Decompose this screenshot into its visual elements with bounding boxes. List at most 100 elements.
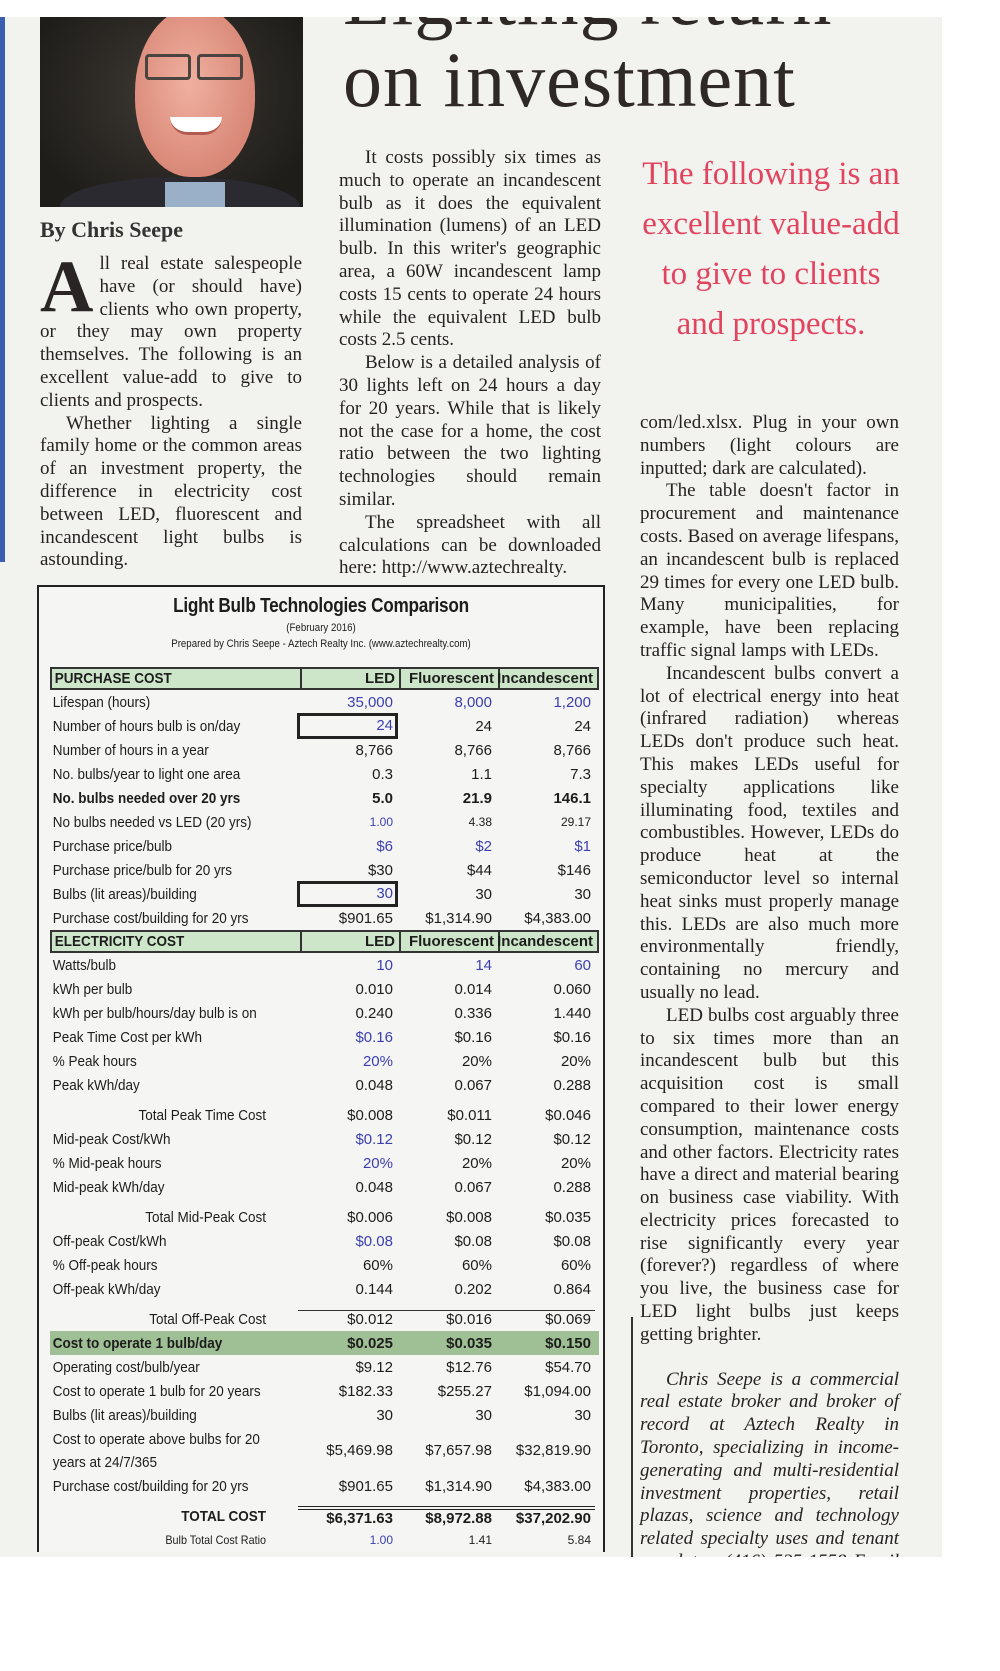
table-row: Total Off-Peak Cost $0.012 $0.016 $0.069 — [50, 1307, 599, 1331]
fluorescent-cell: 8,766 — [454, 741, 492, 759]
incandescent-cell: 60 — [574, 956, 591, 974]
led-cell: 1.00 — [369, 1533, 393, 1547]
row-label: % Peak hours — [52, 1052, 137, 1070]
fluorescent-cell: $0.035 — [446, 1334, 492, 1352]
table-row: No. bulbs needed over 20 yrs 5.0 21.9 146.1 — [50, 786, 599, 810]
fluorescent-cell: 60% — [461, 1256, 492, 1274]
table-row: Off-peak Cost/kWh $0.08 $0.08 $0.08 — [50, 1229, 599, 1253]
row-label: Purchase cost/building for 20 yrs — [52, 909, 249, 927]
row-label: Mid-peak kWh/day — [52, 1178, 165, 1196]
row-label: Mid-peak Cost/kWh — [52, 1130, 171, 1148]
fluorescent-cell: Fluorescent — [399, 932, 498, 951]
fluorescent-cell: $12.76 — [446, 1358, 492, 1376]
incandescent-cell: $4,383.00 — [524, 1477, 591, 1495]
fluorescent-cell: 0.014 — [454, 980, 492, 998]
table-title: Light Bulb Technologies Comparison — [173, 595, 469, 617]
fluorescent-cell: 21.9 — [462, 789, 492, 807]
led-cell: $182.33 — [338, 1382, 393, 1400]
incandescent-cell: $1,094.00 — [524, 1382, 591, 1400]
incandescent-cell: $0.046 — [545, 1106, 591, 1124]
table-row: kWh per bulb/hours/day bulb is on 0.240 0.… — [50, 1001, 599, 1025]
row-label: Operating cost/bulb/year — [52, 1358, 200, 1376]
led-cell: 1.00 — [369, 815, 393, 829]
incandescent-cell: Incandescent — [497, 932, 597, 951]
incandescent-cell: $54.70 — [545, 1358, 591, 1376]
fluorescent-cell: $2 — [475, 837, 492, 855]
led-cell: LED — [300, 669, 399, 688]
led-cell: $0.025 — [347, 1334, 393, 1352]
headline-line-1: Lighting return — [343, 17, 832, 37]
section-header-row: ELECTRICITY COST LED Fluorescent Incandesce… — [50, 930, 599, 953]
row-label: ELECTRICITY COST — [54, 933, 185, 950]
table-row: kWh per bulb 0.010 0.014 0.060 — [50, 977, 599, 1001]
page-edge — [0, 17, 5, 562]
led-cell: $0.012 — [298, 1310, 397, 1328]
led-cell: 0.010 — [355, 980, 393, 998]
led-cell: LED — [300, 932, 399, 951]
incandescent-cell: 1,200 — [553, 693, 591, 711]
row-label: Peak kWh/day — [52, 1076, 140, 1094]
table-row: Total Mid-Peak Cost $0.006 $0.008 $0.035 — [50, 1205, 599, 1229]
fluorescent-cell: $1,314.90 — [425, 1477, 492, 1495]
row-label: kWh per bulb/hours/day bulb is on — [52, 1004, 257, 1022]
led-cell: $0.12 — [355, 1130, 393, 1148]
fluorescent-cell: 0.202 — [454, 1280, 492, 1298]
row-label: Total Off-Peak Cost — [149, 1310, 266, 1328]
byline: By Chris Seepe — [40, 217, 183, 242]
paragraph: com/led.xlsx. Plug in your own numbers (… — [640, 412, 899, 479]
incandescent-cell: $146 — [557, 861, 591, 879]
fluorescent-cell: 8,000 — [454, 693, 492, 711]
fluorescent-cell: $1,314.90 — [425, 909, 492, 927]
incandescent-cell: $0.150 — [545, 1334, 591, 1352]
led-cell: 24 — [297, 713, 398, 739]
table-row: Operating cost/bulb/year $9.12 $12.76 $54.7… — [50, 1355, 599, 1379]
fluorescent-cell: $0.011 — [447, 1106, 492, 1124]
incandescent-cell: 0.864 — [553, 1280, 591, 1298]
table-row: Bulb Total Cost Ratio 1.00 1.41 5.84 — [50, 1528, 599, 1552]
incandescent-cell: $32,819.90 — [515, 1442, 591, 1459]
table-row: Purchase cost/building for 20 yrs $901.65… — [50, 1474, 599, 1498]
table-row: Off-peak kWh/day 0.144 0.202 0.864 — [50, 1277, 599, 1301]
right-column: com/led.xlsx. Plug in your own numbers (… — [640, 412, 899, 1557]
fluorescent-cell: $0.008 — [446, 1208, 492, 1226]
fluorescent-cell: $255.27 — [437, 1382, 492, 1400]
incandescent-cell: 0.288 — [553, 1076, 591, 1094]
fluorescent-cell: $0.16 — [454, 1028, 492, 1046]
table-row: Bulbs (lit areas)/building 30 30 30 — [50, 881, 599, 907]
row-label: Bulbs (lit areas)/building — [52, 885, 197, 903]
table-row: Mid-peak Cost/kWh $0.12 $0.12 $0.12 — [50, 1127, 599, 1151]
incandescent-cell: $0.035 — [545, 1208, 591, 1226]
incandescent-cell: 146.1 — [553, 789, 591, 807]
table-row: Purchase price/bulb for 20 yrs $30 $44 $146 — [50, 858, 599, 882]
led-cell: 8,766 — [355, 741, 393, 759]
row-label: kWh per bulb — [52, 980, 133, 998]
row-label: No. bulbs needed over 20 yrs — [52, 789, 241, 807]
led-cell: 0.240 — [355, 1004, 393, 1022]
table-row: Peak Time Cost per kWh $0.16 $0.16 $0.16 — [50, 1025, 599, 1049]
incandescent-cell: 20% — [560, 1052, 591, 1070]
incandescent-cell: 0.060 — [553, 980, 591, 998]
led-cell: 5.0 — [372, 789, 393, 807]
paragraph: Whether lighting a single family home or… — [40, 412, 302, 571]
table-row: Mid-peak kWh/day 0.048 0.067 0.288 — [50, 1175, 599, 1199]
fluorescent-cell: $7,657.98 — [425, 1442, 492, 1459]
table-row: Purchase cost/building for 20 yrs $901.65… — [50, 906, 599, 930]
table-row: % Peak hours 20% 20% 20% — [50, 1049, 599, 1073]
pull-quote: The following is an excellent value-add … — [642, 156, 900, 342]
led-cell: 10 — [376, 956, 393, 974]
row-label: Bulb Total Cost Ratio — [165, 1533, 266, 1547]
fluorescent-cell: 4.38 — [468, 815, 492, 829]
incandescent-cell: 30 — [574, 1406, 591, 1424]
row-label: Total Peak Time Cost — [138, 1106, 266, 1124]
paragraph: The table doesn't factor in procurement … — [640, 480, 899, 661]
paragraph: Below is a detailed analysis of 30 light… — [339, 352, 601, 510]
table-row: Cost to operate 1 bulb/day $0.025 $0.035 $0… — [50, 1331, 599, 1355]
paragraph: Incandescent bulbs convert a lot of elec… — [640, 662, 899, 1003]
divider — [631, 1317, 633, 1557]
table-row: TOTAL COST $6,371.63 $8,972.88 $37,202.90 — [50, 1504, 599, 1528]
row-label: No bulbs needed vs LED (20 yrs) — [52, 813, 252, 831]
row-label: Total Mid-Peak Cost — [145, 1208, 266, 1226]
fluorescent-cell: $0.08 — [454, 1232, 492, 1250]
drop-cap: A — [40, 246, 94, 328]
row-label: TOTAL COST — [181, 1507, 266, 1525]
